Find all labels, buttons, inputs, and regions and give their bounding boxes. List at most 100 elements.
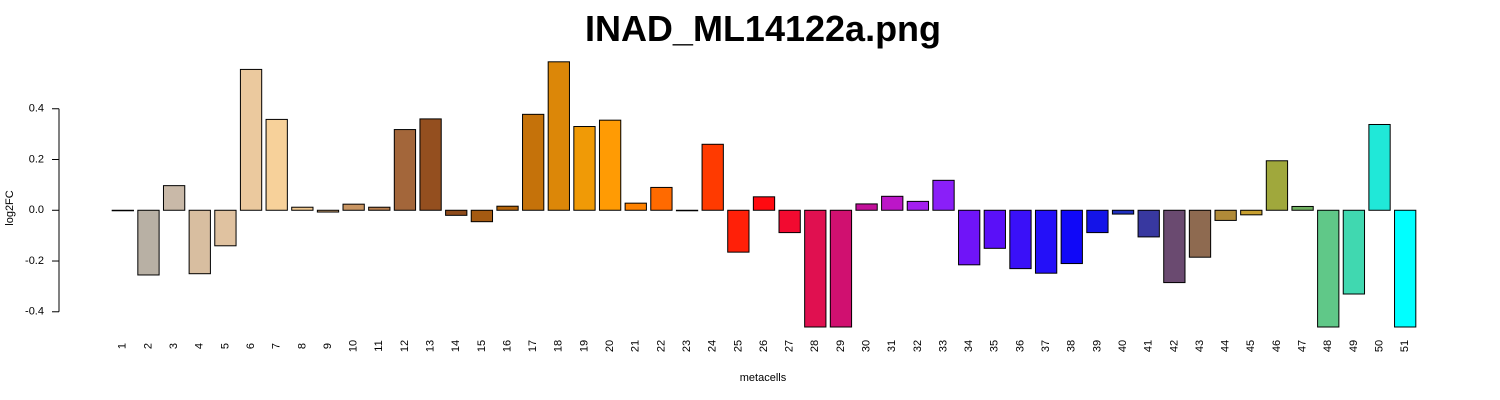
x-tick-label-12: 12	[399, 340, 411, 352]
bar-37	[1034, 209, 1058, 274]
x-tick-label-17: 17	[527, 340, 539, 352]
x-tick-label-16: 16	[501, 340, 513, 352]
bar-39	[1086, 209, 1109, 234]
x-tick-label-20: 20	[604, 340, 616, 352]
x-tick-label-7: 7	[271, 343, 283, 349]
bar-11	[368, 206, 391, 211]
y-axis: -0.4 -0.2 0.0 0.2 0.4	[25, 103, 60, 318]
bar-16	[496, 205, 519, 211]
x-tick-labels: 1 2 3 4 5 6 7 8 9 10 11 12 13 14 15 16 17 18 19 20 21 22 23 24 2…	[117, 340, 1411, 352]
bar-21	[624, 202, 647, 211]
x-tick-label-3: 3	[168, 343, 180, 349]
x-tick-label-35: 35	[989, 340, 1001, 352]
x-tick-label-47: 47	[1296, 340, 1308, 352]
bar-4	[188, 209, 211, 275]
x-tick-label-26: 26	[758, 340, 770, 352]
x-tick-label-19: 19	[578, 340, 590, 352]
bar-49	[1342, 209, 1366, 295]
bar-40	[1111, 209, 1135, 215]
bar-7	[265, 118, 288, 211]
x-tick-label-21: 21	[630, 340, 642, 352]
bar-46	[1265, 160, 1289, 211]
bar-22	[650, 186, 673, 211]
x-tick-label-1: 1	[117, 343, 129, 349]
bar-47	[1291, 205, 1314, 211]
bar-38	[1060, 209, 1083, 265]
x-tick-label-33: 33	[937, 340, 949, 352]
x-tick-label-5: 5	[219, 343, 231, 349]
bar-42	[1163, 209, 1186, 284]
bar-36	[1009, 209, 1032, 270]
bar-14	[445, 209, 468, 216]
bar-9	[316, 209, 340, 213]
x-tick-label-28: 28	[809, 340, 821, 352]
bar-15	[470, 209, 494, 223]
bar-48	[1317, 209, 1340, 328]
x-tick-label-37: 37	[1040, 340, 1052, 352]
x-tick-label-18: 18	[553, 340, 565, 352]
x-tick-label-50: 50	[1373, 340, 1385, 352]
y-tick-label: -0.4	[25, 306, 44, 318]
bar-30	[855, 203, 878, 211]
bar-44	[1214, 209, 1237, 221]
x-tick-label-2: 2	[142, 343, 154, 349]
bar-33	[932, 179, 955, 211]
bar-27	[778, 209, 801, 234]
bar-41	[1137, 209, 1160, 238]
x-tick-label-43: 43	[1194, 340, 1206, 352]
x-tick-label-29: 29	[835, 340, 847, 352]
bar-2	[137, 209, 160, 276]
bar-35	[983, 209, 1006, 249]
x-tick-label-9: 9	[322, 343, 334, 349]
x-tick-label-42: 42	[1168, 340, 1180, 352]
x-tick-label-31: 31	[886, 340, 898, 352]
bar-24	[701, 143, 724, 211]
bar-13	[419, 118, 442, 211]
chart-title: INAD_ML14122a.png	[584, 8, 942, 49]
x-axis-label: metacells	[740, 372, 787, 384]
bar-31	[881, 195, 904, 211]
x-tick-label-45: 45	[1245, 340, 1257, 352]
x-tick-label-44: 44	[1220, 340, 1232, 352]
y-tick-label: 0.4	[29, 103, 44, 115]
x-tick-label-4: 4	[194, 343, 206, 349]
bar-29	[829, 209, 853, 328]
bar-18	[547, 61, 570, 211]
x-tick-label-51: 51	[1399, 340, 1411, 352]
x-tick-label-39: 39	[1091, 340, 1103, 352]
x-tick-label-40: 40	[1117, 340, 1129, 352]
x-tick-label-36: 36	[1014, 340, 1026, 352]
bar-50	[1368, 123, 1391, 211]
bar-43	[1188, 209, 1212, 258]
bar-26	[752, 196, 776, 211]
x-tick-label-41: 41	[1143, 340, 1155, 352]
x-tick-label-14: 14	[450, 340, 462, 352]
bar-6	[239, 68, 263, 211]
x-tick-label-48: 48	[1322, 340, 1334, 352]
x-tick-label-38: 38	[1066, 340, 1078, 352]
bar-10	[342, 203, 365, 211]
y-tick-label: 0.2	[29, 153, 44, 165]
bar-23	[675, 209, 699, 212]
x-tick-label-8: 8	[296, 343, 308, 349]
bar-8	[291, 206, 314, 211]
bars-group	[111, 61, 1417, 328]
x-tick-label-15: 15	[476, 340, 488, 352]
x-tick-label-23: 23	[681, 340, 693, 352]
x-tick-label-27: 27	[784, 340, 796, 352]
bar-25	[727, 209, 750, 253]
bar-3	[162, 185, 186, 211]
bar-32	[906, 200, 930, 211]
x-tick-label-32: 32	[912, 340, 924, 352]
x-tick-label-34: 34	[963, 340, 975, 352]
bar-5	[214, 209, 237, 247]
x-tick-label-46: 46	[1271, 340, 1283, 352]
y-axis-label: log2FC	[4, 190, 16, 226]
bar-20	[598, 119, 622, 211]
x-tick-label-11: 11	[373, 340, 385, 351]
bar-17	[522, 113, 545, 211]
bar-1	[111, 209, 134, 212]
x-tick-label-13: 13	[424, 340, 436, 352]
x-tick-label-30: 30	[860, 340, 872, 352]
